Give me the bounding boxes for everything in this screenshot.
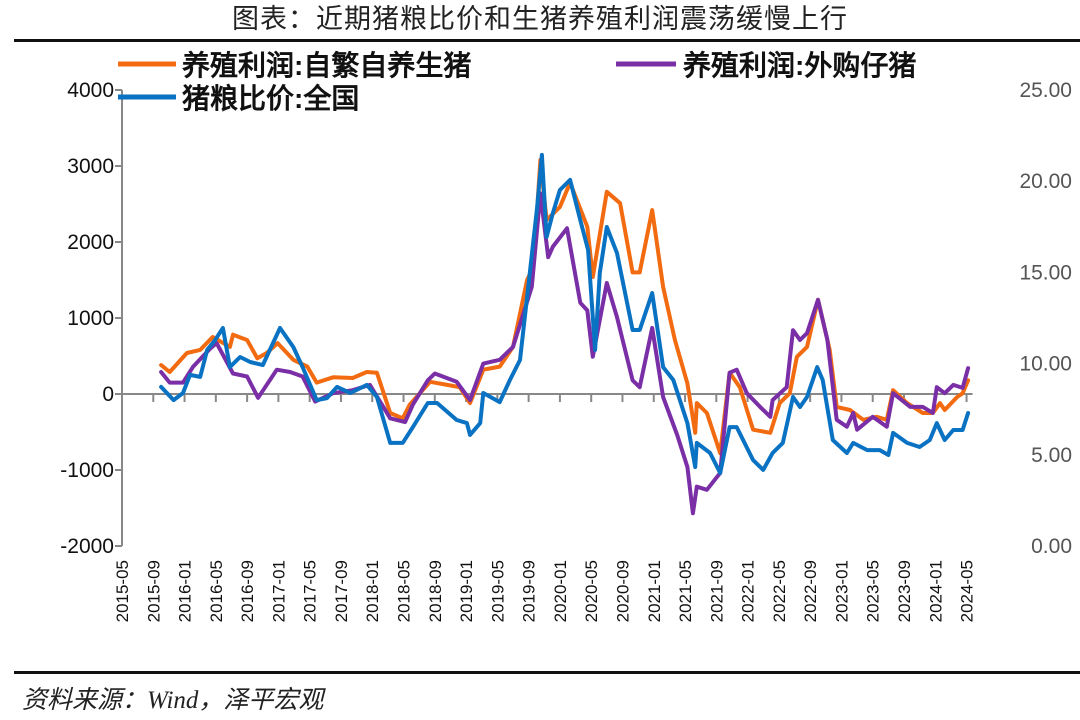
left-axis-tick-label: -1000 <box>60 459 114 482</box>
x-axis-tick-label: 2016-09 <box>238 560 257 622</box>
series-lines <box>159 152 971 516</box>
x-axis-tick-label: 2023-09 <box>895 560 914 622</box>
x-axis-tick-label: 2021-05 <box>676 560 695 622</box>
top-divider <box>14 39 1080 42</box>
right-axis-tick-label: 5.00 <box>1031 444 1072 467</box>
chart-title: 图表：近期猪粮比价和生猪养殖利润震荡缓慢上行 <box>232 4 848 34</box>
x-axis-tick-label: 2020-01 <box>551 560 570 622</box>
series-line-0 <box>159 157 971 456</box>
x-axis-tick-label: 2015-05 <box>113 560 132 622</box>
left-axis-tick-label: -2000 <box>60 535 114 558</box>
left-axis-tick-label: 0 <box>102 383 114 406</box>
right-axis-tick-label: 25.00 <box>1019 79 1072 102</box>
x-axis-tick-label: 2018-09 <box>426 560 445 622</box>
right-axis-tick-label: 0.00 <box>1031 535 1072 558</box>
left-axis-tick-label: 4000 <box>67 79 114 102</box>
legend-label-purchased-piglet: 养殖利润:外购仔猪 <box>683 49 916 81</box>
legend-label-hog-grain-ratio: 猪粮比价:全国 <box>182 82 359 114</box>
x-axis-tick-label: 2022-01 <box>739 560 758 622</box>
right-axis-tick-label: 15.00 <box>1019 261 1072 284</box>
x-axis-tick-label: 2019-09 <box>520 560 539 622</box>
x-axis-tick-label: 2017-01 <box>269 560 288 622</box>
x-axis-tick-label: 2022-05 <box>770 560 789 622</box>
x-axis-tick-label: 2016-01 <box>176 560 195 622</box>
x-axis-tick-label: 2021-01 <box>645 560 664 622</box>
x-axis-tick-label: 2016-05 <box>207 560 226 622</box>
x-axis-tick-label: 2018-05 <box>395 560 414 622</box>
x-axis-tick-label: 2022-09 <box>801 560 820 622</box>
series-line-1 <box>159 191 971 516</box>
x-axis-tick-label: 2020-09 <box>613 560 632 622</box>
left-axis-tick-label: 2000 <box>67 231 114 254</box>
left-axis-tick-label: 3000 <box>67 155 114 178</box>
bottom-divider <box>14 671 1080 674</box>
x-axis-tick-label: 2019-05 <box>488 560 507 622</box>
series-line-2 <box>159 152 971 475</box>
axes: 4000 3000 2000 1000 0 -1000 -2000 25.00 20.00 15.… <box>60 79 1072 622</box>
legend-label-self-bred: 养殖利润:自繁自养生猪 <box>182 49 471 81</box>
legend: 养殖利润:自繁自养生猪 养殖利润:外购仔猪 猪粮比价:全国 <box>118 49 916 114</box>
right-axis-tick-label: 10.00 <box>1019 353 1072 376</box>
source-note: 资料来源：Wind，泽平宏观 <box>22 687 324 714</box>
left-axis-tick-label: 1000 <box>67 307 114 330</box>
right-axis-tick-label: 20.00 <box>1019 170 1072 193</box>
x-axis-tick-label: 2024-01 <box>926 560 945 622</box>
x-axis-tick-label: 2017-09 <box>332 560 351 622</box>
x-axis-tick-label: 2017-05 <box>301 560 320 622</box>
x-axis-tick-label: 2024-05 <box>958 560 977 622</box>
x-axis-tick-label: 2021-09 <box>707 560 726 622</box>
x-axis-tick-label: 2023-05 <box>864 560 883 622</box>
x-axis-tick-label: 2019-01 <box>457 560 476 622</box>
x-axis-tick-label: 2018-01 <box>363 560 382 622</box>
x-axis-tick-label: 2023-01 <box>832 560 851 622</box>
x-axis-tick-label: 2020-05 <box>582 560 601 622</box>
x-axis-tick-label: 2015-09 <box>144 560 163 622</box>
